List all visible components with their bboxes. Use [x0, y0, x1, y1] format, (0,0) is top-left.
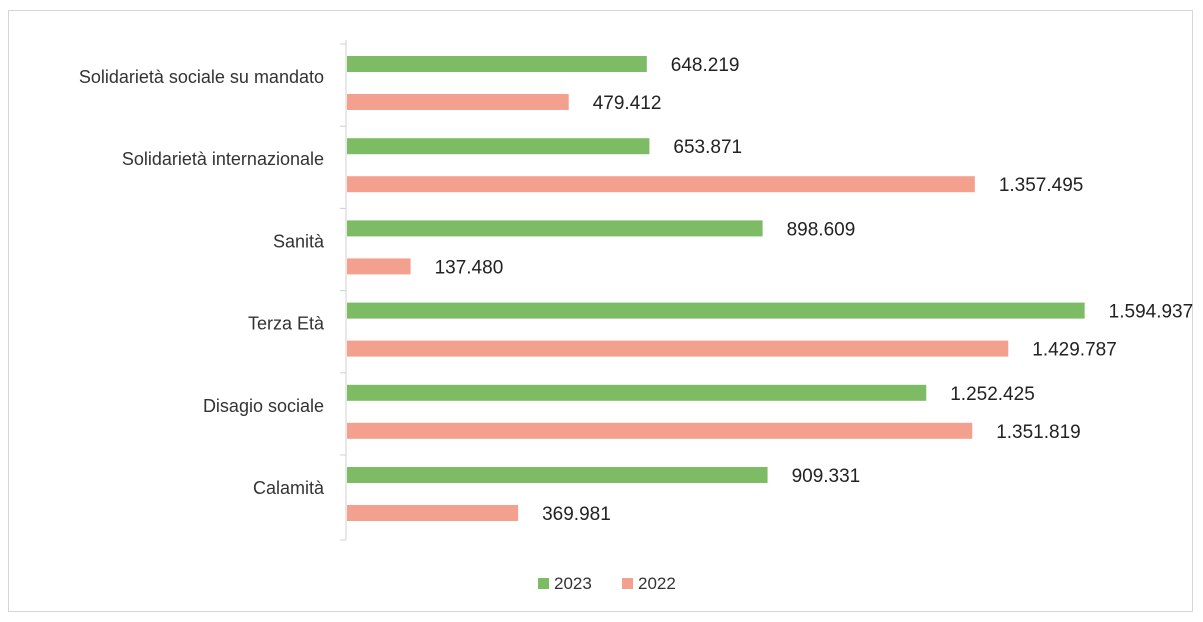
legend-label-2022: 2022	[638, 574, 676, 593]
bar-2022-1	[347, 176, 975, 193]
legend-swatch-2023	[538, 578, 549, 589]
category-label: Calamità	[253, 478, 325, 498]
category-label: Terza Età	[248, 314, 325, 334]
data-label: 1.429.787	[1032, 340, 1117, 361]
bar-2023-3	[347, 302, 1085, 319]
bar-2022-2	[347, 258, 411, 275]
data-label: 1.594.937	[1109, 302, 1194, 323]
data-label: 1.357.495	[999, 175, 1084, 196]
bar-2022-5	[347, 505, 519, 521]
legend-label-2023: 2023	[554, 574, 592, 593]
bar-2023-2	[347, 220, 763, 237]
data-label: 369.981	[542, 504, 611, 525]
category-label: Solidarietà internazionale	[122, 149, 324, 169]
category-label: Disagio sociale	[203, 396, 324, 416]
data-label: 1.252.425	[950, 384, 1035, 405]
legend-swatch-2022	[622, 578, 633, 589]
bar-2023-1	[347, 138, 650, 155]
bar-2022-3	[347, 340, 1009, 357]
data-label: 137.480	[435, 257, 504, 278]
data-label: 479.412	[593, 93, 662, 114]
data-label: 648.219	[671, 55, 740, 76]
data-label: 909.331	[792, 466, 861, 487]
data-label: 1.351.819	[996, 422, 1081, 443]
bar-2022-4	[347, 422, 973, 439]
category-label: Sanità	[273, 231, 325, 251]
bar-2022-0	[347, 94, 569, 110]
data-label: 898.609	[787, 219, 856, 240]
bar-2023-5	[347, 467, 768, 483]
bar-2023-0	[347, 56, 647, 72]
data-label: 653.871	[673, 137, 742, 158]
category-label: Solidarietà sociale su mandato	[79, 67, 324, 87]
bar-2023-4	[347, 384, 927, 401]
